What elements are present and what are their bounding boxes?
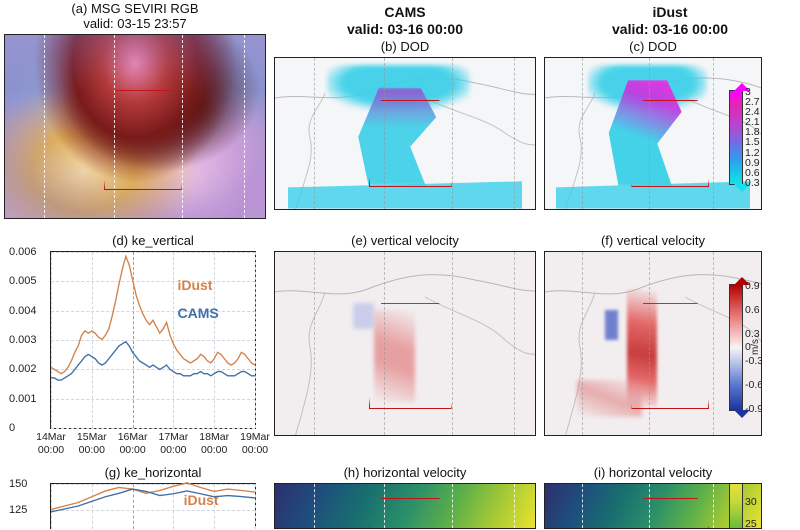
velocity-colorbar[interactable]: m/s 0.9 0.6 0.3 0 -0.3 -0.6 -0.9 — [725, 278, 759, 417]
panel-f-label: (f) — [601, 233, 613, 248]
panel-b-label: (b) — [381, 39, 397, 54]
figure-grid: (a) MSG SEVIRI RGB valid: 03-15 23:57 50… — [0, 0, 800, 530]
panel-d-chart[interactable]: kg/m³ * m²/s² 0 0.001 0.002 0.003 0.004 … — [50, 251, 256, 429]
region-of-interest-box — [631, 498, 709, 529]
ke-horizontal-lines-svg[interactable] — [51, 484, 255, 519]
region-of-interest-box — [369, 498, 452, 529]
panel-a-map[interactable]: 50°N 40°N 30°N 20°N 10°W 0° 10°E — [4, 34, 266, 219]
panel-d-label: (d) — [112, 233, 128, 248]
panel-b-map[interactable]: 50°N 40°N 30°N 20°N 10°W 0° 10°E — [274, 57, 536, 210]
panel-c-cell: iDust valid: 03-16 00:00 (c) DOD 50°N — [540, 0, 800, 232]
panel-e-map[interactable]: 50°N 40°N 30°N 20°N 10°W 0° 10°E — [274, 251, 536, 436]
panel-g-label: (g) — [105, 465, 121, 480]
panel-i-cell: (i) horizontal velocity 35 30 25 — [540, 464, 800, 530]
panel-a-title1: MSG SEVIRI RGB — [91, 1, 199, 16]
panel-h-label: (h) — [344, 465, 360, 480]
panel-e-cell: (e) vertical velocity 50°N 40°N 30°N 20°… — [270, 232, 540, 464]
panel-d-title: ke_vertical — [132, 233, 194, 248]
panel-e-title: vertical velocity — [371, 233, 459, 248]
ke-vertical-lines-svg[interactable] — [51, 252, 255, 386]
region-of-interest-box — [104, 90, 182, 191]
panel-c-title: DOD — [648, 39, 677, 54]
panel-g-cell: (g) ke_horizontal 150 125 iDust — [0, 464, 270, 530]
panel-h-cell: (h) horizontal velocity 50°N 40°N — [270, 464, 540, 530]
panel-g-title: ke_horizontal — [124, 465, 201, 480]
panel-b-cell: CAMS valid: 03-16 00:00 (b) DOD — [270, 0, 540, 232]
panel-c-label: (c) — [629, 39, 644, 54]
panel-i-label: (i) — [594, 465, 606, 480]
panel-f-map[interactable]: 50°N 40°N 30°N 20°N 10°W 0° 10°E m/s 0.9… — [544, 251, 762, 436]
col2-header: CAMS valid: 03-16 00:00 — [274, 2, 536, 38]
region-of-interest-box — [369, 100, 452, 188]
panel-e-label: (e) — [351, 233, 367, 248]
region-of-interest-box — [631, 100, 709, 188]
panel-h-map[interactable]: 50°N 40°N — [274, 483, 536, 529]
panel-b-title: DOD — [400, 39, 429, 54]
dod-colorbar[interactable]: 3 2.7 2.4 2.1 1.8 1.5 1.2 0.9 0.6 0.3 — [725, 84, 759, 191]
panel-a-title2: valid: 03-15 23:57 — [83, 16, 186, 31]
panel-a-label: (a) — [71, 1, 87, 16]
panel-i-title: horizontal velocity — [609, 465, 712, 480]
panel-c-map[interactable]: 50°N 40°N 30°N 20°N 10°W 0° 10°E 3 2.7 2… — [544, 57, 762, 210]
panel-h-title: horizontal velocity — [363, 465, 466, 480]
region-of-interest-box — [369, 303, 452, 409]
panel-g-chart[interactable]: 150 125 iDust — [50, 483, 256, 529]
horizontal-velocity-colorbar[interactable]: 35 30 25 — [725, 484, 759, 529]
panel-i-map[interactable]: 35 30 25 — [544, 483, 762, 529]
col3-header: iDust valid: 03-16 00:00 — [544, 2, 796, 38]
panel-d-cell: (d) ke_vertical kg/m³ * m²/s² 0 0.001 0.… — [0, 232, 270, 464]
panel-f-cell: (f) vertical velocity 50°N 40°N 30°N 20°… — [540, 232, 800, 464]
panel-f-title: vertical velocity — [617, 233, 705, 248]
region-of-interest-box — [631, 303, 709, 409]
panel-a-cell: (a) MSG SEVIRI RGB valid: 03-15 23:57 50… — [0, 0, 270, 232]
